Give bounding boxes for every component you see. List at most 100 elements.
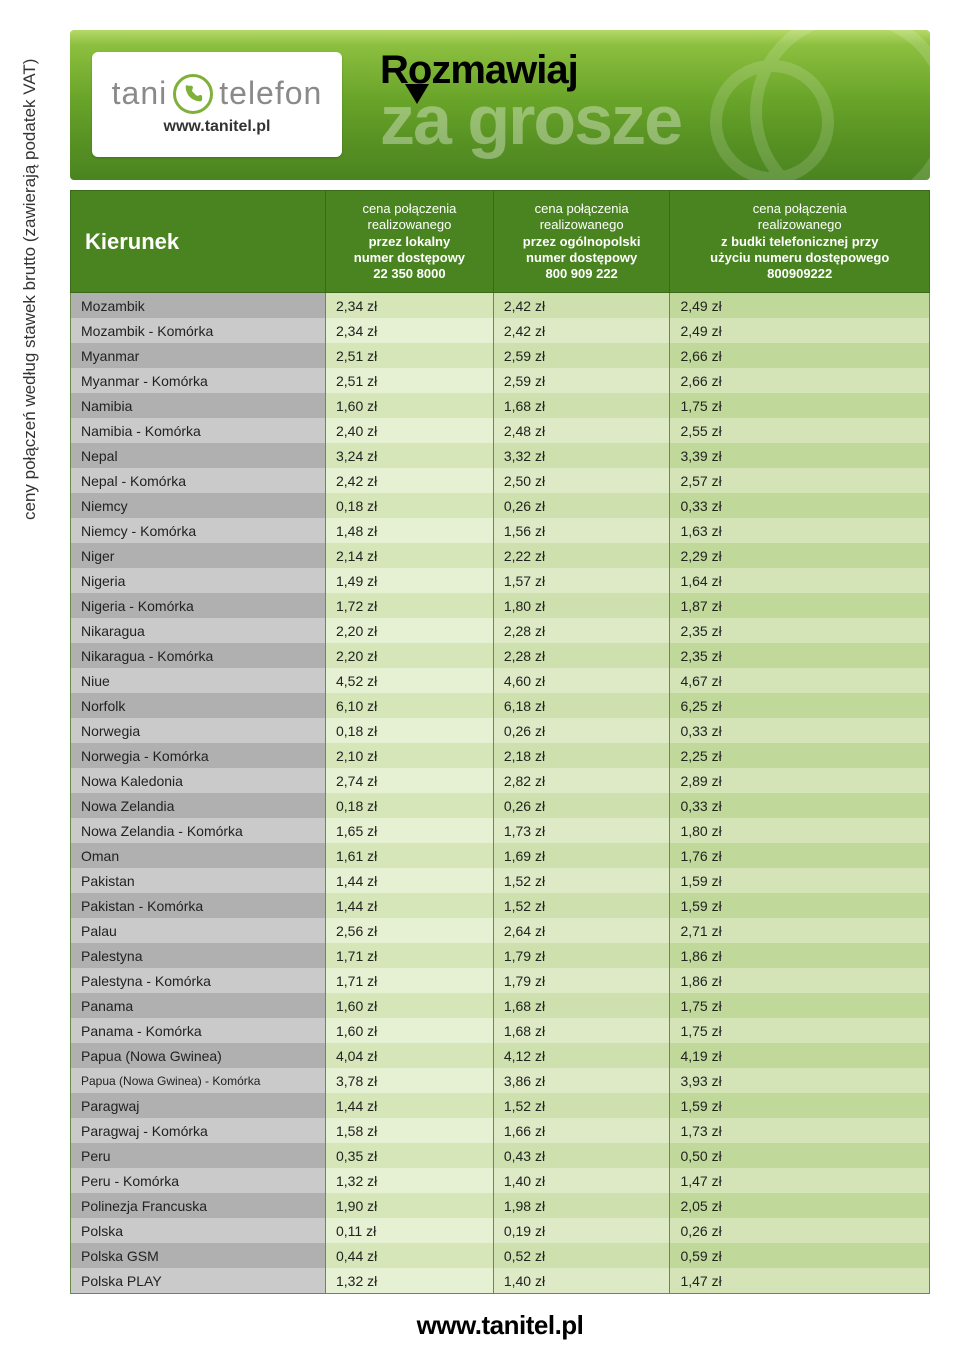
cell-price: 2,66 zł <box>670 368 930 393</box>
table-row: Polinezja Francuska1,90 zł1,98 zł2,05 zł <box>71 1193 930 1218</box>
table-row: Niemcy - Komórka1,48 zł1,56 zł1,63 zł <box>71 518 930 543</box>
cell-price: 1,63 zł <box>670 518 930 543</box>
cell-destination: Nigeria - Komórka <box>71 593 326 618</box>
table-row: Myanmar - Komórka2,51 zł2,59 zł2,66 zł <box>71 368 930 393</box>
cell-price: 1,80 zł <box>670 818 930 843</box>
cell-price: 2,71 zł <box>670 918 930 943</box>
table-row: Namibia1,60 zł1,68 zł1,75 zł <box>71 393 930 418</box>
cell-price: 1,71 zł <box>326 943 494 968</box>
cell-price: 2,50 zł <box>493 468 670 493</box>
table-row: Norwegia0,18 zł0,26 zł0,33 zł <box>71 718 930 743</box>
cell-price: 2,74 zł <box>326 768 494 793</box>
table-row: Mozambik - Komórka2,34 zł2,42 zł2,49 zł <box>71 318 930 343</box>
cell-price: 1,72 zł <box>326 593 494 618</box>
table-row: Panama1,60 zł1,68 zł1,75 zł <box>71 993 930 1018</box>
cell-price: 2,10 zł <box>326 743 494 768</box>
cell-price: 2,59 zł <box>493 343 670 368</box>
cell-price: 1,80 zł <box>493 593 670 618</box>
price-table: Kierunek cena połączenia realizowanego p… <box>70 190 930 1294</box>
cell-destination: Nowa Zelandia <box>71 793 326 818</box>
cell-price: 2,35 zł <box>670 618 930 643</box>
cell-destination: Mozambik <box>71 293 326 319</box>
cell-price: 0,43 zł <box>493 1143 670 1168</box>
logo-row: tani telefon <box>112 74 323 114</box>
cell-price: 1,59 zł <box>670 868 930 893</box>
cell-destination: Norwegia <box>71 718 326 743</box>
cell-destination: Paragwaj - Komórka <box>71 1118 326 1143</box>
cell-price: 1,47 zł <box>670 1168 930 1193</box>
cell-destination: Nikaragua <box>71 618 326 643</box>
table-row: Niemcy0,18 zł0,26 zł0,33 zł <box>71 493 930 518</box>
cell-price: 6,18 zł <box>493 693 670 718</box>
cell-price: 3,24 zł <box>326 443 494 468</box>
cell-destination: Nepal - Komórka <box>71 468 326 493</box>
cell-price: 4,52 zł <box>326 668 494 693</box>
col-destination: Kierunek <box>71 191 326 293</box>
cell-price: 2,42 zł <box>493 293 670 319</box>
page: ceny połączeń według stawek brutto (zawi… <box>0 0 960 1361</box>
cell-price: 1,40 zł <box>493 1168 670 1193</box>
cell-destination: Nowa Kaledonia <box>71 768 326 793</box>
table-row: Norwegia - Komórka2,10 zł2,18 zł2,25 zł <box>71 743 930 768</box>
cell-price: 2,51 zł <box>326 343 494 368</box>
cell-price: 2,28 zł <box>493 643 670 668</box>
table-row: Nepal3,24 zł3,32 zł3,39 zł <box>71 443 930 468</box>
table-row: Pakistan - Komórka1,44 zł1,52 zł1,59 zł <box>71 893 930 918</box>
cell-price: 3,32 zł <box>493 443 670 468</box>
cell-price: 2,20 zł <box>326 643 494 668</box>
cell-price: 4,04 zł <box>326 1043 494 1068</box>
cell-price: 2,35 zł <box>670 643 930 668</box>
cell-destination: Panama - Komórka <box>71 1018 326 1043</box>
cell-price: 1,48 zł <box>326 518 494 543</box>
cell-destination: Niemcy - Komórka <box>71 518 326 543</box>
table-row: Paragwaj1,44 zł1,52 zł1,59 zł <box>71 1093 930 1118</box>
cell-price: 1,59 zł <box>670 1093 930 1118</box>
cell-price: 1,32 zł <box>326 1168 494 1193</box>
cell-price: 0,26 zł <box>493 718 670 743</box>
cell-price: 1,69 zł <box>493 843 670 868</box>
cell-price: 0,18 zł <box>326 793 494 818</box>
cell-destination: Nepal <box>71 443 326 468</box>
cell-price: 4,60 zł <box>493 668 670 693</box>
table-row: Polska0,11 zł0,19 zł0,26 zł <box>71 1218 930 1243</box>
table-row: Nowa Zelandia - Komórka1,65 zł1,73 zł1,8… <box>71 818 930 843</box>
cell-price: 0,44 zł <box>326 1243 494 1268</box>
cell-price: 0,18 zł <box>326 493 494 518</box>
cell-price: 3,93 zł <box>670 1068 930 1093</box>
cell-price: 1,73 zł <box>493 818 670 843</box>
cell-price: 0,33 zł <box>670 718 930 743</box>
cell-destination: Namibia - Komórka <box>71 418 326 443</box>
cell-price: 1,60 zł <box>326 993 494 1018</box>
cell-price: 2,20 zł <box>326 618 494 643</box>
cell-price: 2,34 zł <box>326 293 494 319</box>
cell-destination: Norwegia - Komórka <box>71 743 326 768</box>
table-row: Palestyna1,71 zł1,79 zł1,86 zł <box>71 943 930 968</box>
cell-destination: Niue <box>71 668 326 693</box>
cell-price: 0,52 zł <box>493 1243 670 1268</box>
cell-price: 2,51 zł <box>326 368 494 393</box>
cell-price: 0,18 zł <box>326 718 494 743</box>
cell-destination: Paragwaj <box>71 1093 326 1118</box>
footer-url: www.tanitel.pl <box>70 1310 930 1341</box>
cell-destination: Norfolk <box>71 693 326 718</box>
cell-destination: Niger <box>71 543 326 568</box>
table-row: Polska GSM0,44 zł0,52 zł0,59 zł <box>71 1243 930 1268</box>
cell-price: 1,32 zł <box>326 1268 494 1294</box>
cell-price: 2,14 zł <box>326 543 494 568</box>
table-row: Nepal - Komórka2,42 zł2,50 zł2,57 zł <box>71 468 930 493</box>
table-row: Nowa Kaledonia2,74 zł2,82 zł2,89 zł <box>71 768 930 793</box>
cell-destination: Niemcy <box>71 493 326 518</box>
cell-price: 3,39 zł <box>670 443 930 468</box>
cell-destination: Nikaragua - Komórka <box>71 643 326 668</box>
cell-price: 1,60 zł <box>326 1018 494 1043</box>
cell-price: 1,40 zł <box>493 1268 670 1294</box>
cell-destination: Peru <box>71 1143 326 1168</box>
table-row: Oman1,61 zł1,69 zł1,76 zł <box>71 843 930 868</box>
cell-destination: Polska PLAY <box>71 1268 326 1294</box>
cell-destination: Palau <box>71 918 326 943</box>
cell-price: 3,86 zł <box>493 1068 670 1093</box>
cell-price: 0,33 zł <box>670 793 930 818</box>
cell-price: 1,52 zł <box>493 868 670 893</box>
cell-price: 0,50 zł <box>670 1143 930 1168</box>
table-row: Niger2,14 zł2,22 zł2,29 zł <box>71 543 930 568</box>
